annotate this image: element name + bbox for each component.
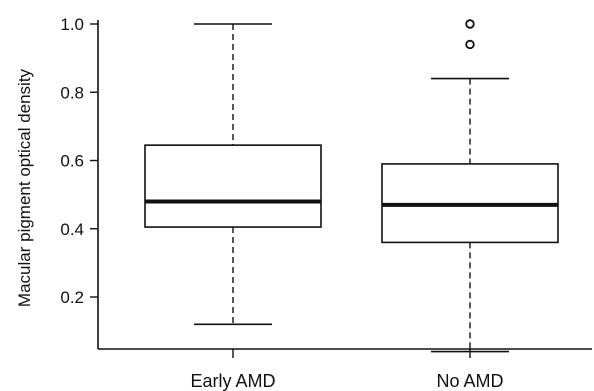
axes-group: 0.2 0.4 0.6 0.8 1.0 Early AMD No AMD [60,15,592,391]
box-iqr [144,144,322,228]
x-category-label: No AMD [436,371,503,391]
y-tick-label: 0.8 [60,83,84,102]
y-tick-label: 0.4 [60,220,84,239]
y-axis-title: Macular pigment optical density [15,68,34,307]
y-tick-label: 0.2 [60,288,84,307]
x-category-label: Early AMD [190,371,275,391]
plot-area [144,19,559,353]
outlier-point [465,19,475,29]
outlier-point [465,39,475,50]
y-tick-label: 1.0 [60,15,84,34]
y-tick-label: 0.6 [60,152,84,171]
